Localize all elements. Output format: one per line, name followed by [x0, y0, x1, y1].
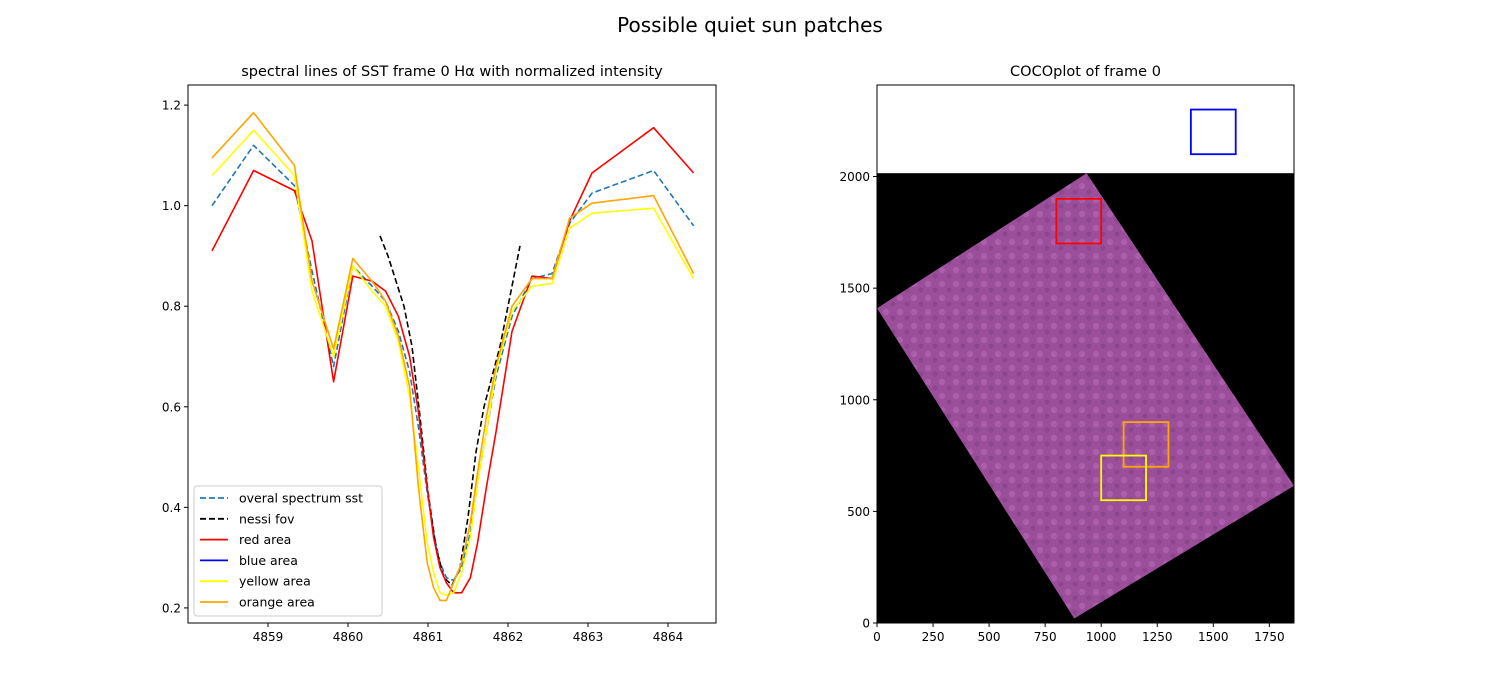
- cocoplot-xtick-label: 1000: [1086, 630, 1117, 644]
- cocoplot-ytick-label: 0: [862, 617, 870, 631]
- legend-label-overal-spectrum-sst: overal spectrum sst: [239, 491, 363, 506]
- cocoplot-image-area: [877, 108, 1294, 623]
- cocoplot-xtick-label: 1750: [1254, 630, 1285, 644]
- series-line-overal-spectrum-sst: [211, 144, 695, 582]
- patch-rect-yellow-area: [1100, 454, 1147, 502]
- spectral-ytick-label: 1.0: [162, 199, 181, 213]
- spectral-xtick-label: 4864: [653, 630, 684, 644]
- legend-label-nessi-fov: nessi fov: [239, 511, 295, 526]
- spectral-lines-title: spectral lines of SST frame 0 Hα with no…: [241, 64, 663, 80]
- cocoplot-xtick-label: 1500: [1198, 630, 1229, 644]
- patch-rect-blue-area: [1189, 108, 1237, 156]
- legend-label-yellow-area: yellow area: [239, 574, 311, 589]
- cocoplot-frame: [876, 84, 1295, 624]
- cocoplot-xtick-label: 500: [978, 630, 1001, 644]
- cocoplot-ytick-label: 2000: [839, 170, 870, 184]
- series-line-nessi-fov: [379, 235, 521, 587]
- cocoplot-ytick-label: 1000: [839, 393, 870, 407]
- spectral-frame: [187, 84, 717, 624]
- cocoplot-ytick-label: 1500: [839, 282, 870, 296]
- cocoplot-solar-image: [877, 173, 1294, 619]
- cocoplot-title: COCOplot of frame 0: [1010, 64, 1161, 80]
- spectral-xtick-label: 4861: [413, 630, 444, 644]
- cocoplot-axes: COCOplot of frame 0 0 250 500 750 1000 1250 15…: [839, 64, 1295, 644]
- spectral-legend: overal spectrum sst nessi fov red area blue…: [193, 485, 383, 617]
- spectral-ytick-label: 0.2: [162, 601, 181, 615]
- cocoplot-xtick-label: 1250: [1142, 630, 1173, 644]
- series-line-orange-area: [211, 111, 695, 602]
- spectral-ytick-label: 1.2: [162, 99, 181, 113]
- cocoplot-ytick-label: 500: [847, 505, 870, 519]
- cocoplot-xtick-label: 250: [922, 630, 945, 644]
- spectral-xtick-label: 4860: [333, 630, 364, 644]
- series-line-red-area: [211, 126, 695, 594]
- spectral-xtick-label: 4862: [493, 630, 524, 644]
- spectral-ytick-label: 0.8: [162, 300, 181, 314]
- spectral-xtick-label: 4859: [253, 630, 284, 644]
- legend-label-orange-area: orange area: [239, 595, 315, 610]
- patch-rect-red-area: [1055, 197, 1103, 245]
- spectral-xtick-label: 4863: [573, 630, 604, 644]
- figure-suptitle: Possible quiet sun patches: [617, 13, 883, 37]
- legend-label-blue-area: blue area: [239, 553, 298, 568]
- spectral-lines-axes: spectral lines of SST frame 0 Hα with no…: [162, 64, 717, 644]
- legend-label-red-area: red area: [239, 532, 291, 547]
- spectral-ytick-label: 0.4: [162, 501, 181, 515]
- cocoplot-xtick-label: 750: [1034, 630, 1057, 644]
- spectral-ytick-label: 0.6: [162, 400, 181, 414]
- spectral-series-group: [211, 111, 695, 602]
- cocoplot-xtick-label: 0: [873, 630, 881, 644]
- legend-box: [193, 485, 383, 617]
- series-line-yellow-area: [211, 129, 695, 597]
